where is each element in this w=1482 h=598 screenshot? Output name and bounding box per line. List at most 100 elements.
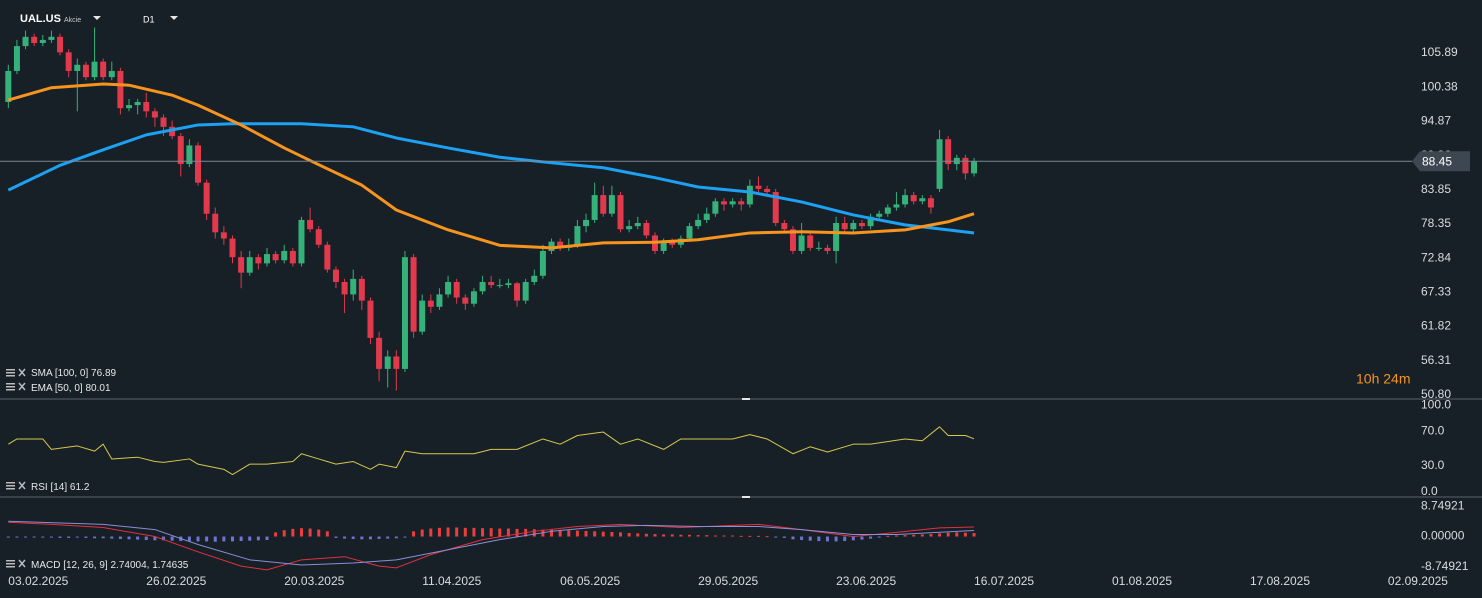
legend-name: MACD [12, 26, 9] <box>31 560 108 571</box>
histogram-bar <box>144 536 148 541</box>
indicator-line <box>8 426 975 476</box>
histogram-bar <box>118 536 122 539</box>
histogram-bar <box>446 527 450 537</box>
candle-body <box>151 111 158 118</box>
histogram-bar <box>67 536 71 538</box>
histogram-bar <box>567 530 571 537</box>
legend-icon[interactable] <box>6 481 26 490</box>
candle-body <box>358 278 365 301</box>
histogram-bar <box>463 527 467 537</box>
candle-body <box>5 70 12 102</box>
indicator-line <box>8 520 975 566</box>
histogram-bar <box>843 536 847 542</box>
histogram-bar <box>308 528 312 537</box>
legend-icon[interactable] <box>6 382 26 391</box>
candle-body <box>220 232 227 239</box>
last-price-box <box>1412 151 1470 172</box>
histogram-bar <box>955 532 959 537</box>
histogram-bar <box>325 531 329 537</box>
histogram-bar <box>455 527 459 537</box>
histogram-bar <box>920 534 924 537</box>
y-tick-label: 78.35 <box>1421 216 1451 230</box>
dropdown-arrow[interactable] <box>170 16 178 20</box>
symbol[interactable]: UAL.US <box>20 13 61 25</box>
histogram-bar <box>282 530 286 537</box>
candle-body <box>746 185 753 205</box>
y-tick-label: 8.74921 <box>1421 498 1465 512</box>
histogram-bar <box>489 528 493 537</box>
legend-value: 80.01 <box>85 383 110 394</box>
histogram-bar <box>420 529 424 537</box>
x-tick-label: 29.05.2025 <box>698 574 758 588</box>
panel-handle[interactable] <box>742 398 750 400</box>
candle-body <box>143 101 150 112</box>
candle-body <box>332 269 339 282</box>
x-tick-label: 02.09.2025 <box>1388 574 1448 588</box>
candle-body <box>902 195 909 205</box>
histogram-bar <box>265 536 269 541</box>
candle-body <box>229 238 236 258</box>
histogram-bar <box>291 528 295 537</box>
candle-body <box>376 337 383 369</box>
histogram-bar <box>834 536 838 542</box>
indicator-line <box>7 122 975 235</box>
legend-value: 2.74004 <box>110 560 147 571</box>
x-tick-label: 20.03.2025 <box>284 574 344 588</box>
histogram-bar <box>903 535 907 537</box>
candle-body <box>660 241 667 251</box>
panel-handle[interactable] <box>742 496 750 498</box>
histogram-bar <box>127 536 131 540</box>
candle-body <box>712 201 719 214</box>
interval[interactable]: D1 <box>143 14 155 24</box>
y-tick-label: 100.38 <box>1421 79 1458 93</box>
candle-body <box>531 275 538 282</box>
candle-body <box>255 257 262 264</box>
candle-body <box>807 235 814 248</box>
histogram-bar <box>791 536 795 540</box>
candle-body <box>91 61 98 78</box>
y-tick-label: 61.82 <box>1421 319 1451 333</box>
histogram-bar <box>351 536 355 539</box>
histogram-bar <box>110 536 114 539</box>
legend-entry: MACD [12, 26, 9] 2.74004, 1.74635 <box>31 560 189 571</box>
histogram-bar <box>58 536 62 538</box>
histogram-bar <box>222 536 226 542</box>
candle-body <box>324 244 331 270</box>
histogram-bar <box>506 528 510 537</box>
candle-body <box>445 281 452 295</box>
histogram-bar <box>800 536 804 541</box>
histogram-bar <box>205 536 209 542</box>
histogram-bar <box>481 528 485 537</box>
candle-body <box>393 356 400 369</box>
histogram-bar <box>756 535 760 537</box>
countdown: 10h 24m <box>1356 371 1410 387</box>
candle-body <box>289 250 296 264</box>
candle-body <box>686 226 693 239</box>
candle-body <box>298 219 305 264</box>
histogram-bar <box>593 531 597 537</box>
histogram-bar <box>75 536 79 538</box>
candle-body <box>479 281 486 292</box>
candle-body <box>729 201 736 205</box>
histogram-bar <box>851 536 855 541</box>
legend-icon[interactable] <box>6 559 26 568</box>
histogram-bar <box>187 536 191 542</box>
candle-body <box>496 285 503 287</box>
y-tick-label: 30.0 <box>1421 458 1445 472</box>
candle-body <box>384 356 391 369</box>
histogram-bar <box>248 536 252 541</box>
legend-icon[interactable] <box>6 368 26 377</box>
histogram-bar <box>498 528 502 537</box>
histogram-bar <box>532 529 536 537</box>
histogram-bar <box>860 536 864 540</box>
histogram-bar <box>93 536 97 539</box>
histogram-bar <box>515 528 519 537</box>
candle-body <box>720 201 727 205</box>
histogram-bar <box>575 530 579 537</box>
candle-body <box>910 195 917 202</box>
histogram-bar <box>472 527 476 537</box>
dropdown-arrow[interactable] <box>93 16 101 20</box>
y-tick-label: 94.87 <box>1421 114 1451 128</box>
histogram-bar <box>687 534 691 537</box>
